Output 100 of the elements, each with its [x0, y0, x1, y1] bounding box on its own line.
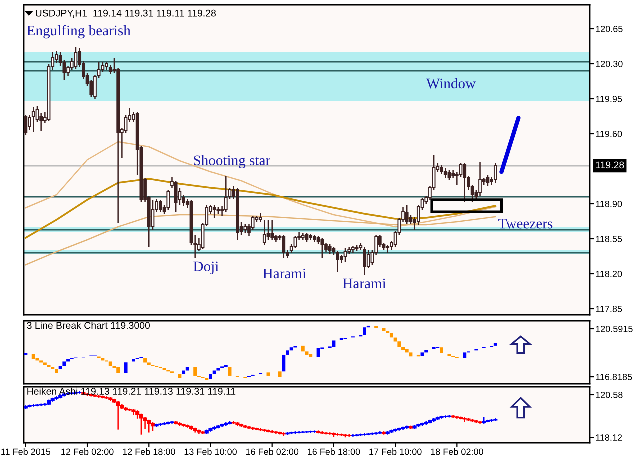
bar	[54, 369, 58, 374]
y-tick-label: 117.85	[596, 306, 622, 312]
candlestick	[363, 246, 366, 276]
y-tick-label: 119.95	[596, 96, 622, 102]
chart-title: USDJPY,H1 119.14 119.31 119.11 119.28	[36, 10, 216, 18]
candlestick	[405, 204, 409, 225]
annotation: Doji	[194, 262, 219, 274]
bar	[147, 362, 151, 366]
y-tick-label: 120.65	[596, 26, 623, 32]
annotation: Window	[426, 78, 476, 89]
bar	[216, 368, 220, 371]
x-tick-label: 11 Feb 2015	[2, 448, 51, 456]
bar	[116, 367, 120, 374]
x-tick-label: 16 Feb 18:00	[308, 448, 360, 456]
bar	[144, 358, 148, 363]
bar	[182, 370, 186, 374]
candlestick	[386, 244, 390, 254]
bar	[398, 342, 402, 348]
bar	[494, 343, 498, 346]
chart-title: Heiken Ashi 119.13 119.21 119.13 119.31 119.11	[28, 388, 236, 395]
bar	[278, 372, 282, 378]
x-tick-label: 12 Feb 02:00	[62, 448, 114, 456]
bar	[108, 362, 112, 366]
bar	[440, 348, 444, 354]
x-tick-label: 18 Feb 02:00	[431, 448, 484, 456]
bar	[124, 362, 128, 374]
y-tick-label: 116.8185	[596, 374, 632, 380]
candlestick	[494, 162, 498, 184]
candlestick	[166, 189, 170, 211]
bar	[305, 352, 309, 355]
candlestick	[294, 235, 298, 249]
bar	[62, 362, 66, 366]
bar	[409, 352, 413, 357]
candlestick	[224, 175, 228, 213]
bar	[316, 348, 320, 358]
annotation: Harami	[343, 278, 386, 289]
ref-line-label: 119.28	[596, 162, 624, 169]
bar	[186, 367, 190, 371]
candlestick	[116, 400, 120, 430]
candlestick	[282, 234, 286, 259]
candlestick	[212, 204, 216, 219]
bar	[390, 333, 394, 338]
candlestick	[147, 419, 152, 434]
candlestick	[366, 249, 370, 269]
bar	[363, 328, 366, 335]
bar	[286, 350, 290, 355]
bar	[209, 374, 212, 380]
annotation: Harami	[263, 268, 306, 279]
bar	[463, 352, 467, 358]
annotation: Shooting star	[194, 155, 270, 168]
candlestick	[151, 199, 155, 231]
y-tick-label: 118.55	[596, 236, 622, 242]
x-tick-label: 12 Feb 18:00	[123, 448, 176, 456]
bar	[58, 366, 62, 370]
candlestick	[336, 250, 340, 273]
candlestick	[320, 237, 324, 259]
bar	[178, 374, 182, 378]
candlestick	[328, 243, 332, 255]
y-tick-label: 120.30	[596, 60, 623, 68]
candlestick	[24, 114, 28, 136]
bar	[332, 340, 336, 348]
candlestick	[478, 161, 482, 197]
bar	[43, 362, 47, 366]
bar	[424, 350, 428, 353]
bar	[290, 348, 294, 351]
candlestick	[32, 106, 36, 133]
bar	[309, 354, 313, 358]
bar	[194, 367, 198, 376]
bar	[32, 354, 36, 360]
candlestick	[463, 162, 467, 203]
y-tick-label: 119.60	[596, 130, 622, 138]
candlestick	[486, 174, 490, 187]
candlestick	[270, 219, 274, 241]
candlestick	[262, 219, 266, 246]
annotation: Engulfing bearish	[27, 25, 131, 39]
candlestick	[444, 167, 448, 179]
y-tick-label: 118.20	[596, 270, 622, 278]
candlestick	[139, 413, 144, 436]
bar	[266, 372, 270, 376]
candlestick	[101, 61, 105, 73]
candlestick	[159, 199, 162, 213]
candlestick	[344, 247, 348, 263]
bar	[405, 349, 409, 353]
bar	[402, 347, 405, 350]
bar	[282, 354, 286, 372]
line-series	[25, 178, 497, 239]
bar	[420, 352, 424, 356]
y-tick-label: 120.5915	[596, 326, 633, 332]
bar	[301, 346, 305, 352]
candlestick	[266, 219, 270, 241]
y-tick-label: 118.90	[596, 200, 622, 208]
annotation: Tweezers	[498, 219, 553, 229]
x-tick-label: 17 Feb 10:00	[370, 448, 422, 456]
x-tick-label: 13 Feb 10:00	[184, 448, 237, 456]
bar	[212, 370, 216, 374]
candlestick	[74, 46, 78, 70]
chart-title: 3 Line Break Chart 119.3000	[27, 322, 150, 330]
y-tick-label: 120.58	[596, 392, 623, 398]
candlestick	[448, 169, 452, 181]
y-tick-label: 118.12	[596, 434, 622, 441]
